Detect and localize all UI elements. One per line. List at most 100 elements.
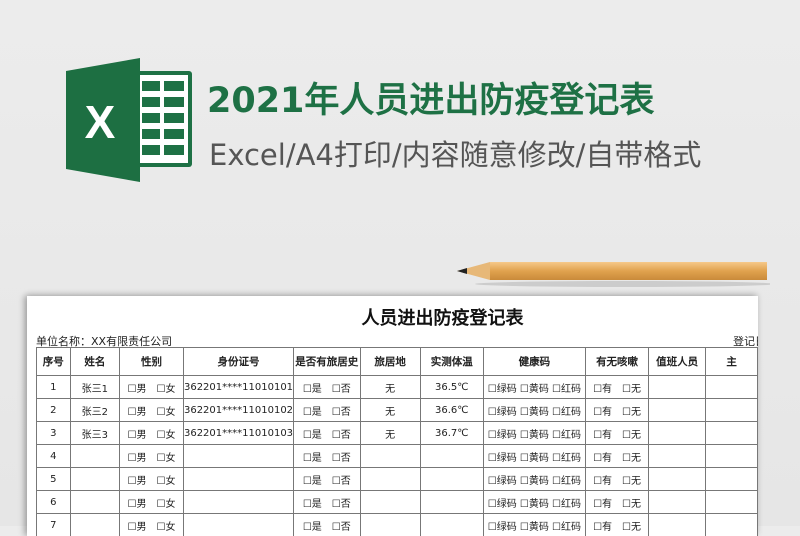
cell-duty[interactable]: [649, 491, 706, 514]
pencil-icon: [455, 258, 770, 288]
cell-duty[interactable]: [649, 399, 706, 422]
cell-place[interactable]: 无: [360, 422, 420, 445]
cell-cough[interactable]: ☐有 ☐无: [586, 399, 649, 422]
cell-duty[interactable]: [649, 468, 706, 491]
cell-travel[interactable]: ☐是 ☐否: [294, 491, 360, 514]
cell-gender[interactable]: ☐男 ☐女: [120, 399, 184, 422]
cell-travel[interactable]: ☐是 ☐否: [294, 514, 360, 536]
cell-extra[interactable]: [706, 491, 758, 514]
spreadsheet-paper: 人员进出防疫登记表 单位名称：XX有限责任公司 登记日 序号姓名性别身份证号是否…: [27, 296, 758, 536]
cell-place[interactable]: [360, 468, 420, 491]
cell-temp[interactable]: 36.5℃: [420, 376, 483, 399]
cell-name[interactable]: [70, 468, 119, 491]
cell-cough[interactable]: ☐有 ☐无: [586, 468, 649, 491]
cell-id[interactable]: [183, 514, 293, 536]
cell-duty[interactable]: [649, 376, 706, 399]
cell-code[interactable]: ☐绿码 ☐黄码 ☐红码: [483, 468, 585, 491]
column-header: 健康码: [483, 348, 585, 376]
cell-place[interactable]: 无: [360, 399, 420, 422]
column-header: 身份证号: [183, 348, 293, 376]
cell-extra[interactable]: [706, 514, 758, 536]
cell-id[interactable]: [183, 491, 293, 514]
cell-code[interactable]: ☐绿码 ☐黄码 ☐红码: [483, 514, 585, 536]
excel-logo-icon: X: [64, 56, 196, 184]
cell-extra[interactable]: [706, 468, 758, 491]
cell-id[interactable]: [183, 468, 293, 491]
cell-name[interactable]: [70, 514, 119, 536]
cell-place[interactable]: [360, 514, 420, 536]
cell-name[interactable]: 张三3: [70, 422, 119, 445]
cell-no[interactable]: 5: [37, 468, 71, 491]
cell-temp[interactable]: [420, 445, 483, 468]
cell-name[interactable]: 张三2: [70, 399, 119, 422]
cell-extra[interactable]: [706, 376, 758, 399]
cell-code[interactable]: ☐绿码 ☐黄码 ☐红码: [483, 445, 585, 468]
cell-place[interactable]: [360, 491, 420, 514]
cell-id[interactable]: 362201****11010103: [183, 422, 293, 445]
cell-extra[interactable]: [706, 445, 758, 468]
cell-cough[interactable]: ☐有 ☐无: [586, 376, 649, 399]
cell-gender[interactable]: ☐男 ☐女: [120, 445, 184, 468]
cell-cough[interactable]: ☐有 ☐无: [586, 422, 649, 445]
cell-duty[interactable]: [649, 445, 706, 468]
cell-no[interactable]: 1: [37, 376, 71, 399]
cell-temp[interactable]: [420, 468, 483, 491]
cell-no[interactable]: 7: [37, 514, 71, 536]
column-header: 值班人员: [649, 348, 706, 376]
cell-gender[interactable]: ☐男 ☐女: [120, 376, 184, 399]
banner-title: 2021年人员进出防疫登记表: [207, 72, 654, 123]
table-row: 4 ☐男 ☐女 ☐是 ☐否 ☐绿码 ☐黄码 ☐红码☐有 ☐无: [37, 445, 758, 468]
cell-travel[interactable]: ☐是 ☐否: [294, 422, 360, 445]
cell-temp[interactable]: [420, 514, 483, 536]
cell-code[interactable]: ☐绿码 ☐黄码 ☐红码: [483, 422, 585, 445]
cell-cough[interactable]: ☐有 ☐无: [586, 445, 649, 468]
cell-duty[interactable]: [649, 514, 706, 536]
cell-no[interactable]: 2: [37, 399, 71, 422]
excel-logo-letter: X: [85, 96, 116, 148]
cell-cough[interactable]: ☐有 ☐无: [586, 491, 649, 514]
cell-name[interactable]: [70, 491, 119, 514]
table-row: 5 ☐男 ☐女 ☐是 ☐否 ☐绿码 ☐黄码 ☐红码☐有 ☐无: [37, 468, 758, 491]
cell-place[interactable]: 无: [360, 376, 420, 399]
cell-place[interactable]: [360, 445, 420, 468]
column-header: 有无咳嗽: [586, 348, 649, 376]
column-header: 实测体温: [420, 348, 483, 376]
cell-duty[interactable]: [649, 422, 706, 445]
sheet-title: 人员进出防疫登记表: [27, 304, 758, 330]
cell-travel[interactable]: ☐是 ☐否: [294, 399, 360, 422]
cell-temp[interactable]: 36.6℃: [420, 399, 483, 422]
cell-extra[interactable]: [706, 422, 758, 445]
column-header: 序号: [37, 348, 71, 376]
column-header: 性别: [120, 348, 184, 376]
cell-gender[interactable]: ☐男 ☐女: [120, 422, 184, 445]
cell-temp[interactable]: [420, 491, 483, 514]
column-header: 姓名: [70, 348, 119, 376]
cell-code[interactable]: ☐绿码 ☐黄码 ☐红码: [483, 399, 585, 422]
cell-gender[interactable]: ☐男 ☐女: [120, 468, 184, 491]
cell-no[interactable]: 4: [37, 445, 71, 468]
cell-gender[interactable]: ☐男 ☐女: [120, 514, 184, 536]
cell-no[interactable]: 6: [37, 491, 71, 514]
table-row: 6 ☐男 ☐女 ☐是 ☐否 ☐绿码 ☐黄码 ☐红码☐有 ☐无: [37, 491, 758, 514]
cell-travel[interactable]: ☐是 ☐否: [294, 445, 360, 468]
cell-cough[interactable]: ☐有 ☐无: [586, 514, 649, 536]
cell-id[interactable]: 362201****11010101: [183, 376, 293, 399]
cell-code[interactable]: ☐绿码 ☐黄码 ☐红码: [483, 376, 585, 399]
cell-code[interactable]: ☐绿码 ☐黄码 ☐红码: [483, 491, 585, 514]
cell-id[interactable]: 362201****11010102: [183, 399, 293, 422]
cell-gender[interactable]: ☐男 ☐女: [120, 491, 184, 514]
cell-name[interactable]: [70, 445, 119, 468]
cell-id[interactable]: [183, 445, 293, 468]
cell-travel[interactable]: ☐是 ☐否: [294, 376, 360, 399]
cell-temp[interactable]: 36.7℃: [420, 422, 483, 445]
header-row: 序号姓名性别身份证号是否有旅居史旅居地实测体温健康码有无咳嗽值班人员主: [37, 348, 758, 376]
column-header: 主: [706, 348, 758, 376]
column-header: 旅居地: [360, 348, 420, 376]
cell-no[interactable]: 3: [37, 422, 71, 445]
cell-travel[interactable]: ☐是 ☐否: [294, 468, 360, 491]
cell-extra[interactable]: [706, 399, 758, 422]
cell-name[interactable]: 张三1: [70, 376, 119, 399]
